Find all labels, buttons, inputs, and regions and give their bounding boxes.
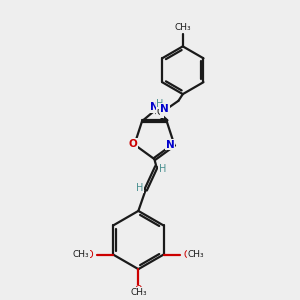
Text: N: N (150, 102, 159, 112)
Text: C: C (157, 107, 164, 117)
Text: CH₃: CH₃ (187, 250, 204, 259)
Text: CH₃: CH₃ (130, 288, 147, 297)
Text: N: N (166, 140, 174, 150)
Text: CH₃: CH₃ (175, 23, 191, 32)
Text: O: O (129, 139, 137, 149)
Text: O: O (85, 250, 93, 260)
Text: N: N (160, 104, 169, 114)
Text: H: H (156, 99, 164, 109)
Text: O: O (134, 285, 142, 296)
Text: CH₃: CH₃ (73, 250, 89, 259)
Text: O: O (184, 250, 191, 260)
Text: H: H (159, 164, 166, 174)
Text: H: H (136, 183, 143, 193)
